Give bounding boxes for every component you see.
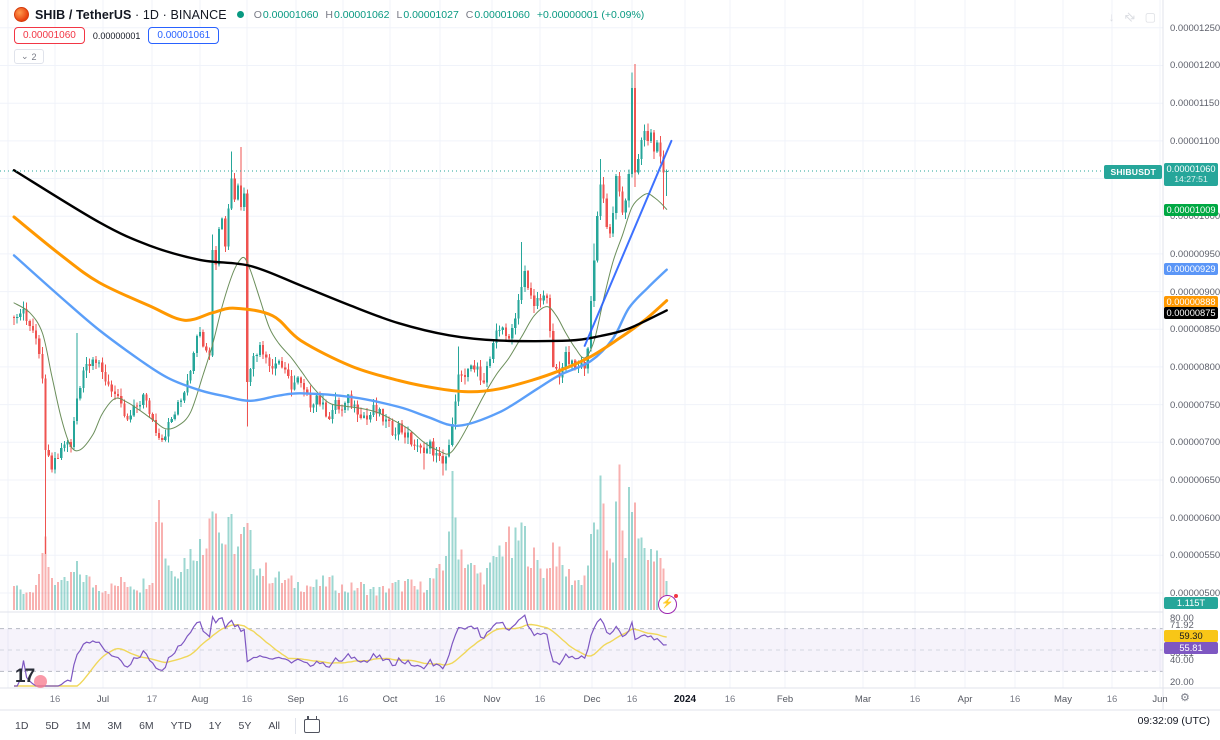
timeframe-buttons: 1D 5D 1M 3M 6M YTD 1Y 5Y All: [0, 717, 287, 735]
price-axis-label: 0.00001150: [1170, 98, 1220, 110]
rsi-axis-label: 80.00: [1170, 613, 1194, 624]
time-axis-tick: May: [1054, 694, 1072, 705]
axis-settings-gear-icon[interactable]: ⚙: [1180, 692, 1190, 704]
time-axis-tick: Apr: [957, 694, 973, 705]
time-axis-tick: 16: [1106, 694, 1118, 705]
range-button-1y[interactable]: 1Y: [208, 719, 222, 732]
time-axis-tick: 16: [909, 694, 921, 705]
range-button-1m[interactable]: 1M: [75, 719, 91, 732]
rsi-line: [14, 614, 667, 687]
price-axis-label: 0.00000550: [1170, 550, 1220, 562]
bar-countdown: 14:27:51: [1174, 174, 1208, 184]
toolbar-divider: [295, 717, 297, 734]
boost-button[interactable]: ⚡: [658, 594, 678, 614]
ohlc-readout: O0.00001060 H0.00001062 L0.00001027 C0.0…: [253, 8, 645, 21]
range-button-5d[interactable]: 5D: [45, 719, 59, 732]
time-axis-tick: 16: [241, 694, 253, 705]
chart-corner-tools: ↓ ⇄ ▢: [1108, 8, 1156, 26]
ma-blue-value-chip: 0.00000929: [1164, 263, 1218, 275]
buy-button[interactable]: 0.00001061: [148, 27, 220, 44]
time-axis-tick: Mar: [854, 694, 872, 705]
bottom-toolbar: 1D 5D 1M 3M 6M YTD 1Y 5Y All: [0, 711, 1220, 740]
time-axis-tick: Sep: [287, 694, 305, 705]
bid-ask-row: 0.00001060 0.00000001 0.00001061: [14, 27, 220, 44]
calendar-icon[interactable]: [304, 715, 321, 733]
time-axis-tick: 16: [337, 694, 349, 705]
range-button-6m[interactable]: 6M: [139, 719, 154, 732]
price-axis-label: 0.00001200: [1170, 60, 1220, 72]
time-axis-tick: 16: [1009, 694, 1021, 705]
symbol-header: SHIB / TetherUS · 1D · BINANCE O0.000010…: [14, 7, 644, 22]
current-price-chip: 0.00001060 14:27:51: [1164, 163, 1218, 186]
time-axis-tick: 16: [724, 694, 736, 705]
range-button-ytd[interactable]: YTD: [170, 719, 192, 732]
time-axis-tick: Oct: [382, 694, 398, 705]
rsi-value-chip: 55.81: [1164, 642, 1218, 654]
time-axis-tick: 17: [146, 694, 158, 705]
time-axis-tick: 2024: [673, 694, 697, 705]
ma-orange-line: [12, 215, 669, 394]
ma-black-line: [12, 169, 668, 343]
market-open-dot-icon: [236, 11, 244, 18]
rsi-band: [0, 628, 1163, 672]
utc-clock: 09:32:09 (UTC): [1137, 715, 1210, 727]
range-button-3m[interactable]: 3M: [107, 719, 123, 732]
price-axis-label: 0.00000700: [1170, 437, 1220, 449]
time-axis-tick: Dec: [583, 694, 601, 705]
time-axis-tick: 16: [626, 694, 638, 705]
price-axis-label: 0.00001000: [1170, 211, 1220, 223]
rsi-axis-label: 20.00: [1170, 677, 1194, 688]
price-axis-label: 0.00000500: [1170, 588, 1220, 600]
logo-dot-icon: [34, 675, 47, 688]
chevron-down-icon: ⌄: [21, 51, 29, 61]
rsi-axis-label: 71.92: [1170, 620, 1194, 631]
price-axis-label: 0.00000900: [1170, 286, 1220, 298]
trendline-drawing: [583, 139, 673, 347]
change-readout: +0.00000001 (+0.09%): [536, 8, 645, 21]
time-axis-tick: 16: [49, 694, 61, 705]
notification-dot-icon: [674, 594, 678, 598]
rsi-ma-line: [14, 623, 667, 687]
price-axis-label: 0.00000800: [1170, 361, 1220, 373]
ma-fast-line: [13, 193, 668, 455]
price-axis-label: 0.00000850: [1170, 324, 1220, 336]
sell-button[interactable]: 0.00001060: [14, 27, 85, 44]
rsi-ma-value-chip: 59.30: [1164, 630, 1218, 642]
volume-value-chip: 1.115T: [1164, 597, 1218, 609]
price-axis-label: 0.00001100: [1170, 135, 1220, 147]
range-button-all[interactable]: All: [268, 719, 281, 732]
price-line-symbol-tag: SHIBUSDT: [1104, 165, 1162, 179]
screenshot-icon[interactable]: ▢: [1144, 10, 1156, 24]
ma-black-value-chip: 0.00000875: [1164, 307, 1218, 319]
price-axis-label: 0.00000600: [1170, 512, 1220, 524]
download-icon[interactable]: ↓: [1108, 10, 1115, 24]
symbol-title[interactable]: SHIB / TetherUS · 1D · BINANCE: [35, 7, 227, 22]
time-axis-tick: 16: [534, 694, 546, 705]
ma-orange-value-chip: 0.00000888: [1164, 296, 1218, 308]
price-axis-label: 0.00000750: [1170, 399, 1220, 411]
maximize-icon[interactable]: ⇄: [1121, 8, 1139, 26]
time-axis-tick: 16: [434, 694, 446, 705]
price-axis-label: 0.00001250: [1170, 22, 1220, 34]
ma-fast-value-chip: 0.00001009: [1164, 204, 1218, 216]
time-axis-tick: Aug: [191, 694, 209, 705]
range-button-5y[interactable]: 5Y: [238, 719, 252, 732]
rsi-axis-label: 40.00: [1170, 655, 1194, 666]
time-axis-tick: Nov: [483, 694, 501, 705]
spread-value: 0.00000001: [92, 30, 141, 41]
time-axis-tick: Jun: [1152, 694, 1168, 705]
collapsed-indicators-button[interactable]: ⌄ 2: [14, 49, 44, 64]
price-axis-label: 0.00000650: [1170, 474, 1220, 486]
range-button-1d[interactable]: 1D: [15, 719, 29, 732]
time-axis-tick: Jul: [96, 694, 110, 705]
price-axis-label: 0.00000950: [1170, 248, 1220, 260]
tradingview-logo[interactable]: 17: [15, 666, 47, 688]
shib-coin-icon: [14, 7, 29, 22]
time-axis-tick: Feb: [776, 694, 794, 705]
